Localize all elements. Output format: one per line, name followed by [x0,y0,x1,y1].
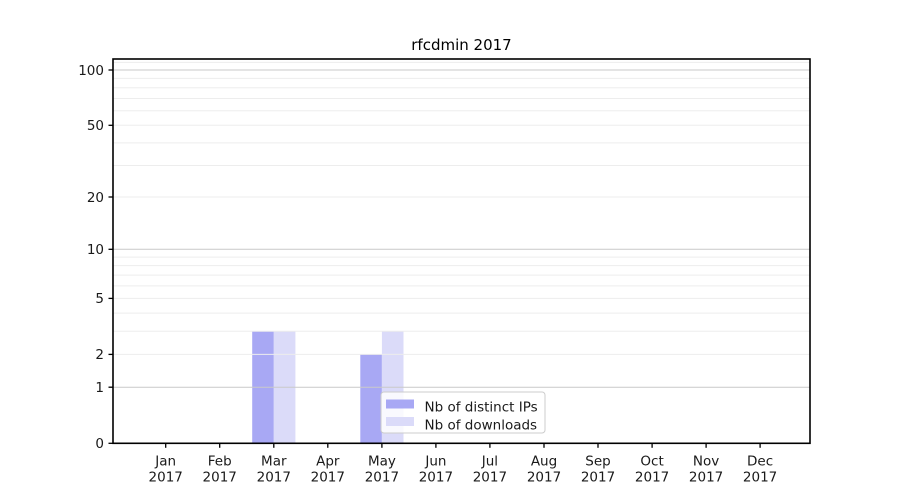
x-tick-label-month: Mar [261,454,287,470]
x-tick-label-month: Feb [208,454,232,470]
x-tick-label-month: Dec [747,454,773,470]
x-tick-label-month: Apr [316,454,340,470]
x-tick-label-year: 2017 [203,470,237,486]
x-tick-label-year: 2017 [743,470,777,486]
legend-label: Nb of distinct IPs [425,400,538,416]
x-tick-label-month: Sep [585,454,610,470]
legend-label: Nb of downloads [425,417,538,433]
x-tick-label-year: 2017 [365,470,399,486]
y-tick-label: 20 [87,190,104,206]
y-tick-label: 100 [78,63,104,79]
y-tick-label: 0 [95,436,104,452]
y-tick-label: 5 [95,291,104,307]
x-tick-label-month: Jul [481,454,498,470]
x-tick-label-year: 2017 [419,470,453,486]
legend-box [380,391,546,434]
x-tick-label-year: 2017 [149,470,183,486]
x-tick-label-year: 2017 [311,470,345,486]
x-tick-label-year: 2017 [581,470,615,486]
x-tick-label-year: 2017 [689,470,723,486]
plot-border [112,58,811,445]
chart-title: rfcdmin 2017 [411,36,512,54]
x-tick-label-year: 2017 [527,470,561,486]
y-tick-label: 10 [87,242,104,258]
legend-swatch [386,417,414,426]
y-tick-label: 2 [95,347,104,363]
x-tick-label-month: May [368,454,396,470]
y-tick-label: 50 [87,118,104,134]
x-tick-label-month: Jun [424,454,446,470]
x-tick-label-year: 2017 [257,470,291,486]
y-tick-label: 1 [95,380,104,396]
x-tick-label-year: 2017 [635,470,669,486]
x-tick-label-year: 2017 [473,470,507,486]
x-tick-label-month: Jan [154,454,176,470]
x-tick-label-month: Oct [640,454,663,470]
bar-series0-may [360,354,382,444]
x-tick-label-month: Nov [693,454,719,470]
legend-swatch [386,399,414,409]
x-tick-label-month: Aug [531,454,557,470]
